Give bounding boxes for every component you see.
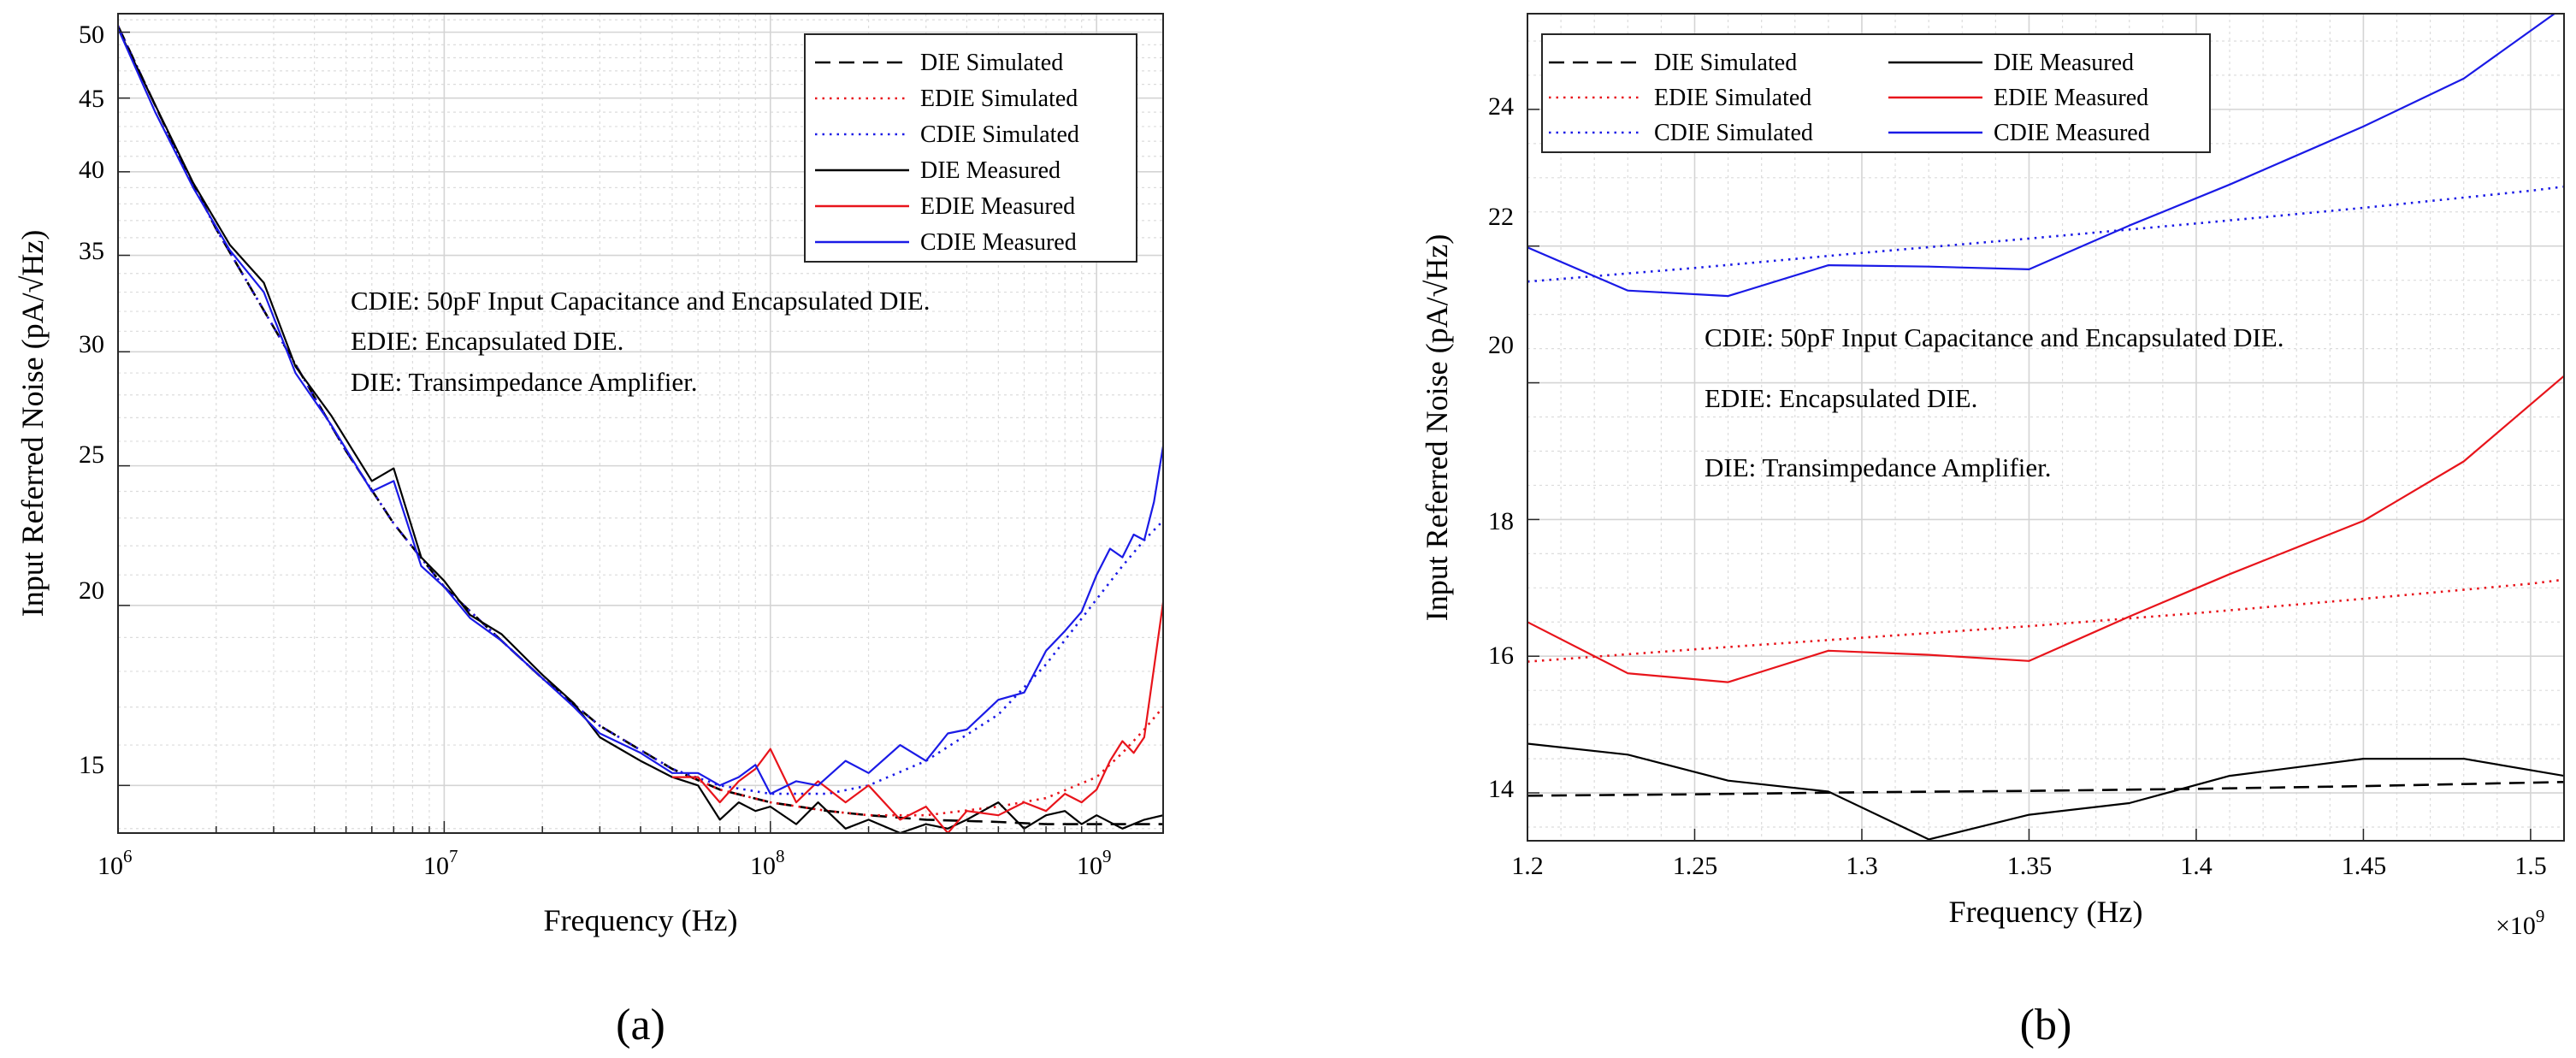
y-tick-label: 18 <box>1488 507 1514 535</box>
annotation-die: DIE: Transimpedance Amplifier. <box>1705 452 2052 482</box>
y-tick-label: 25 <box>79 440 104 469</box>
x-tick-label: 106 <box>97 846 133 880</box>
annotation-die: DIE: Transimpedance Amplifier. <box>351 367 698 397</box>
y-tick-label: 40 <box>79 156 104 184</box>
series-line-cdie-measured <box>118 27 1163 795</box>
panel-b-x-tick-labels: 1.2 1.25 1.3 1.35 1.4 1.45 1.5 <box>1511 852 2547 880</box>
x-tick-label: 1.25 <box>1673 852 1718 880</box>
panel-a-ticks <box>117 31 1097 833</box>
legend-entry-die-simulated: DIE Simulated <box>1549 50 1797 76</box>
panel-a-annotations: CDIE: 50pF Input Capacitance and Encapsu… <box>351 286 931 397</box>
legend-label: DIE Simulated <box>1654 50 1797 76</box>
x-tick-label: 1.5 <box>2514 852 2547 880</box>
legend-label: EDIE Measured <box>920 193 1075 220</box>
legend-label: DIE Simulated <box>920 50 1063 76</box>
legend-entry-edie-simulated: EDIE Simulated <box>1549 85 1811 111</box>
legend-entry-cdie-measured: CDIE Measured <box>1888 120 2150 146</box>
x-tick-label: 108 <box>750 846 785 880</box>
panel-b-x-axis-label: Frequency (Hz) <box>1949 895 2143 929</box>
panel-a-legend: DIE Simulated EDIE Simulated CDIE Simula… <box>804 33 1137 263</box>
annotation-cdie: CDIE: 50pF Input Capacitance and Encapsu… <box>351 286 931 316</box>
panel-b-annotations: CDIE: 50pF Input Capacitance and Encapsu… <box>1705 322 2284 482</box>
legend-entry-die-measured: DIE Measured <box>815 157 1061 184</box>
x-tick-label: 1.3 <box>1846 852 1878 880</box>
annotation-cdie: CDIE: 50pF Input Capacitance and Encapsu… <box>1705 322 2284 352</box>
x-tick-label: 109 <box>1077 846 1112 880</box>
panel-a-y-tick-labels: 15 20 25 30 35 40 45 50 <box>79 21 104 779</box>
series-line-die-simulated <box>1527 781 2564 797</box>
panel-b-y-tick-labels: 14 16 18 20 22 24 <box>1488 92 1514 803</box>
panel-b-ticks <box>1527 109 2532 841</box>
series-line-cdie-measured <box>1527 14 2556 298</box>
panel-b-frame <box>1527 13 2565 842</box>
legend-label: EDIE Measured <box>1994 85 2148 111</box>
legend-entry-die-simulated: DIE Simulated <box>815 50 1063 76</box>
legend-label: CDIE Measured <box>1994 120 2150 146</box>
y-tick-label: 24 <box>1488 92 1514 121</box>
y-tick-label: 20 <box>79 576 104 605</box>
x-tick-label: 1.35 <box>2007 852 2053 880</box>
legend-label: CDIE Simulated <box>920 121 1079 148</box>
panel-b-legend: DIE Simulated EDIE Simulated CDIE Simula… <box>1541 33 2211 153</box>
x-tick-label: 107 <box>423 846 458 880</box>
panel-b-x-multiplier: ×109 <box>2496 906 2544 940</box>
y-tick-label: 30 <box>79 330 104 358</box>
y-tick-label: 35 <box>79 237 104 265</box>
series-line-die-measured <box>1527 742 2564 841</box>
panel-a-x-axis-label: Frequency (Hz) <box>544 903 738 937</box>
panel-a-y-axis-label: Input Referred Noise (pA/√Hz) <box>15 230 50 618</box>
panel-a-chart: 15 20 25 30 35 40 45 50 106 107 108 109 … <box>15 13 1164 1049</box>
annotation-edie: EDIE: Encapsulated DIE. <box>351 326 623 356</box>
legend-entry-cdie-simulated: CDIE Simulated <box>1549 120 1813 146</box>
series-line-edie-simulated <box>118 25 1163 817</box>
y-tick-label: 50 <box>79 21 104 49</box>
y-tick-label: 16 <box>1488 641 1514 670</box>
panel-a-series <box>118 25 1163 833</box>
y-tick-label: 14 <box>1488 775 1514 803</box>
legend-entry-edie-measured: EDIE Measured <box>1888 85 2148 111</box>
panel-a-legend-box <box>804 33 1137 263</box>
x-tick-label: 1.45 <box>2342 852 2387 880</box>
x-tick-label: 1.2 <box>1511 852 1544 880</box>
legend-label: CDIE Measured <box>920 229 1077 256</box>
legend-entry-die-measured: DIE Measured <box>1888 50 2134 76</box>
legend-entry-edie-simulated: EDIE Simulated <box>815 86 1078 112</box>
legend-label: CDIE Simulated <box>1654 120 1813 146</box>
panel-b-chart: 14 16 18 20 22 24 1.2 1.25 1.3 1.35 1.4 … <box>1420 13 2565 1049</box>
series-line-die-measured <box>118 27 1163 833</box>
y-tick-label: 20 <box>1488 331 1514 359</box>
panel-a-x-tick-labels: 106 107 108 109 <box>97 846 1112 880</box>
panel-a-label: (a) <box>616 1001 665 1049</box>
legend-entry-edie-measured: EDIE Measured <box>815 193 1075 220</box>
panel-a-grid <box>117 14 1163 833</box>
panel-b-label: (b) <box>2020 1001 2072 1049</box>
legend-label: DIE Measured <box>1994 50 2134 76</box>
legend-label: EDIE Simulated <box>920 86 1078 112</box>
annotation-edie: EDIE: Encapsulated DIE. <box>1705 383 1977 413</box>
panel-b-legend-box <box>1541 33 2211 153</box>
y-tick-label: 22 <box>1488 203 1514 231</box>
panel-b-y-axis-label: Input Referred Noise (pA/√Hz) <box>1420 234 1454 622</box>
y-tick-label: 15 <box>79 751 104 779</box>
series-line-edie-measured <box>672 602 1163 833</box>
legend-label: DIE Measured <box>920 157 1061 184</box>
legend-entry-cdie-simulated: CDIE Simulated <box>815 121 1079 148</box>
x-tick-label: 1.4 <box>2180 852 2213 880</box>
series-line-edie-measured <box>1527 375 2564 683</box>
legend-entry-cdie-measured: CDIE Measured <box>815 229 1077 256</box>
panel-b-series <box>1527 14 2564 841</box>
y-tick-label: 45 <box>79 85 104 113</box>
legend-label: EDIE Simulated <box>1654 85 1811 111</box>
